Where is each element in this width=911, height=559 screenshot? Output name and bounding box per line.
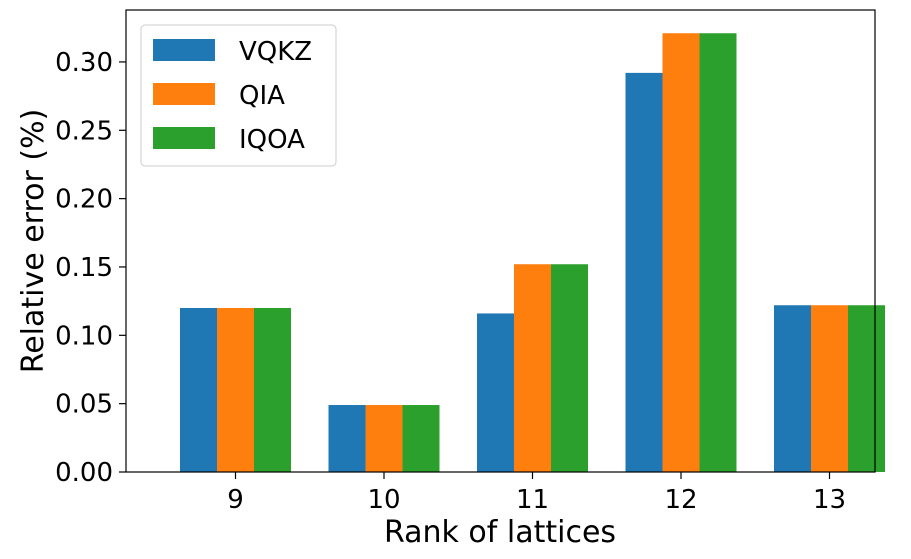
y-tick-label: 0.15	[55, 253, 113, 283]
bar-iqoa-11	[551, 264, 588, 472]
bar-qia-12	[662, 33, 700, 472]
legend-label-qia: QIA	[239, 81, 285, 111]
x-axis-title: Rank of lattices	[384, 515, 616, 550]
y-tick-label: 0.25	[55, 116, 113, 146]
bar-qia-11	[514, 264, 551, 472]
legend-label-vqkz: VQKZ	[239, 37, 312, 67]
plot-frame	[125, 9, 876, 473]
bar-vqkz-12	[625, 72, 663, 473]
y-tick-label: 0.05	[55, 390, 113, 420]
legend-label-iqoa: IQOA	[239, 125, 305, 155]
x-tick-label: 10	[367, 485, 400, 515]
y-tick-label: 0.20	[55, 185, 113, 215]
y-tick-label: 0.30	[55, 48, 113, 78]
legend-swatch-qia	[153, 83, 215, 105]
bar-qia-10	[365, 405, 403, 472]
x-tick-label: 13	[813, 485, 846, 515]
bar-vqkz-13	[774, 305, 811, 472]
x-tick-label: 11	[516, 485, 549, 515]
bar-iqoa-13	[848, 305, 885, 472]
bar-iqoa-12	[699, 33, 737, 472]
legend-swatch-iqoa	[153, 127, 215, 149]
legend-swatch-vqkz	[153, 39, 215, 61]
x-tick-label: 9	[227, 485, 244, 515]
bar-qia-13	[811, 305, 848, 472]
bar-qia-9	[217, 307, 254, 472]
bar-vqkz-9	[180, 307, 217, 472]
legend: VQKZ QIA IQOA	[140, 24, 337, 167]
x-tick-label: 12	[664, 485, 697, 515]
x-axis: 9 10 11 12 13	[227, 472, 846, 515]
y-axis: 0.00 0.05 0.10 0.15 0.20 0.25 0.30	[55, 48, 126, 488]
bars-group	[180, 33, 885, 473]
y-axis-title: Relative error (%)	[16, 109, 51, 374]
y-tick-label: 0.00	[55, 458, 113, 488]
bar-vqkz-10	[328, 405, 366, 472]
bar-vqkz-11	[477, 313, 514, 472]
y-tick-label: 0.10	[55, 321, 113, 351]
bar-iqoa-9	[254, 307, 291, 472]
bar-iqoa-10	[402, 405, 440, 472]
